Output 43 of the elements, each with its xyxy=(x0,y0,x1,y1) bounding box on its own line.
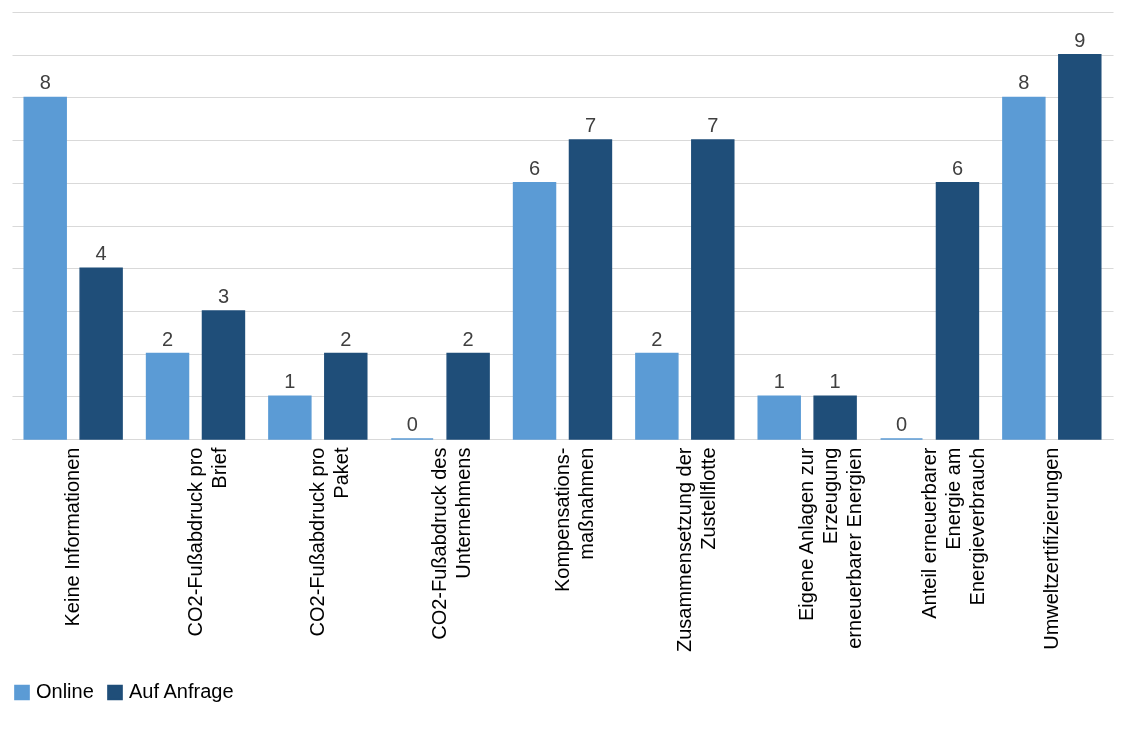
data-label: 6 xyxy=(528,156,541,179)
bar xyxy=(757,395,801,440)
x-tick-label: CO2-Fußabdruck pro Brief xyxy=(183,447,230,637)
x-tick-label: CO2-Fußabdruck des Unternehmens xyxy=(428,447,475,640)
bar xyxy=(23,96,67,440)
bar xyxy=(446,352,490,440)
data-label: 0 xyxy=(406,413,418,435)
data-label: 3 xyxy=(217,284,230,307)
data-label: 2 xyxy=(161,327,174,350)
data-label: 1 xyxy=(773,370,785,393)
x-tick-label: Eigene Anlagen zur Erzeugung erneuerbarer Energien xyxy=(795,447,866,649)
data-label: 8 xyxy=(1018,71,1030,94)
data-label: 7 xyxy=(584,114,597,137)
data-label: 2 xyxy=(651,327,663,350)
legend-label: Online xyxy=(36,680,94,703)
data-label: 1 xyxy=(829,370,841,393)
bar xyxy=(1002,96,1046,440)
bar xyxy=(635,352,679,440)
bar xyxy=(512,182,557,440)
bar xyxy=(201,310,246,440)
bar xyxy=(324,352,368,440)
data-label: 8 xyxy=(39,71,51,94)
x-tick-label: Kompensations-maßnahmen xyxy=(550,447,597,593)
x-tick-label: Umweltzertifizierungen xyxy=(1039,447,1062,650)
data-label: 6 xyxy=(951,156,964,179)
data-label: 4 xyxy=(95,242,107,265)
data-label: 7 xyxy=(707,114,719,137)
bar xyxy=(691,139,735,440)
data-label: 1 xyxy=(284,370,296,393)
bar xyxy=(79,267,123,440)
bar xyxy=(1058,53,1102,440)
data-label: 9 xyxy=(1074,28,1086,51)
bar xyxy=(935,182,980,440)
bar xyxy=(268,395,312,440)
x-tick-label: Keine Informationen xyxy=(61,447,84,627)
x-tick-label: CO2-Fußabdruck pro Paket xyxy=(305,447,352,637)
data-label: 0 xyxy=(895,413,908,435)
bar xyxy=(813,395,857,440)
bar xyxy=(568,139,613,440)
legend-label: Auf Anfrage xyxy=(129,680,234,703)
data-label: 2 xyxy=(340,327,352,350)
data-label: 2 xyxy=(462,327,474,350)
bar xyxy=(145,352,190,440)
